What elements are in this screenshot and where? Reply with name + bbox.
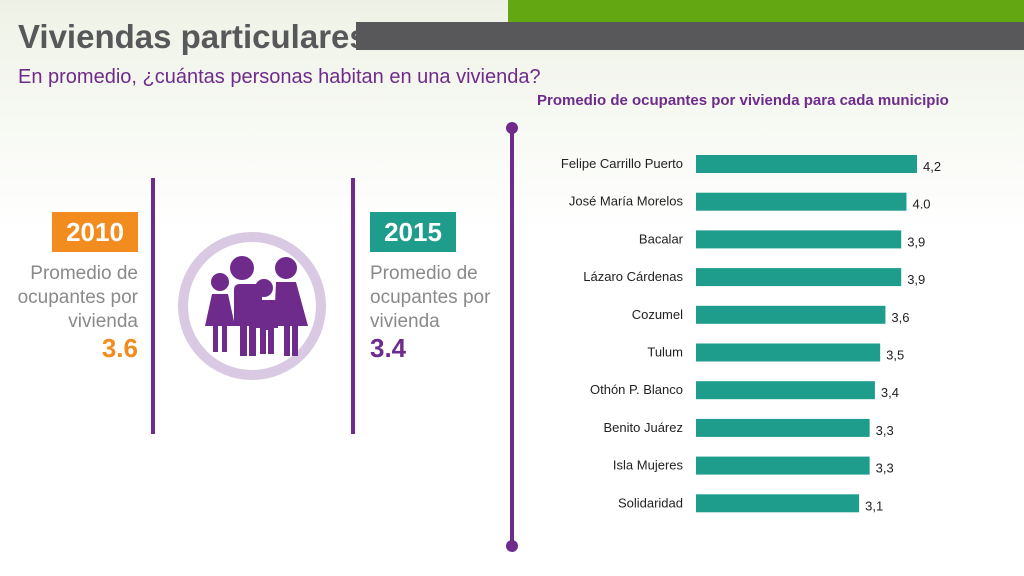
top-accent-bar xyxy=(508,0,1024,22)
category-label: José María Morelos xyxy=(569,194,684,209)
value-label: 3,9 xyxy=(907,234,925,249)
timeline-dot-top xyxy=(506,122,518,134)
category-label: Lázaro Cárdenas xyxy=(583,269,683,284)
value-label: 3,6 xyxy=(891,310,909,325)
timeline-dot-bottom xyxy=(506,540,518,552)
category-label: Othón P. Blanco xyxy=(590,382,683,397)
page-subtitle: En promedio, ¿cuántas personas habitan e… xyxy=(18,66,541,88)
desc-2010: Promedio de ocupantes por vivienda xyxy=(17,263,138,332)
bar xyxy=(696,268,902,287)
divider-right xyxy=(351,178,355,434)
bar xyxy=(696,155,917,173)
value-label: 3,9 xyxy=(907,272,925,287)
value-label: 4,2 xyxy=(923,159,941,174)
bar xyxy=(696,192,907,211)
title-bar xyxy=(356,22,1024,50)
divider-left xyxy=(151,178,155,434)
year-2010-badge: 2010 xyxy=(52,212,138,252)
bar xyxy=(696,343,881,362)
bar xyxy=(696,381,875,400)
bar xyxy=(696,305,886,324)
family-icon-circle xyxy=(178,232,326,380)
category-label: Cozumel xyxy=(632,307,683,322)
desc-2015: Promedio de ocupantes por vivienda xyxy=(370,263,491,332)
year-2015-badge: 2015 xyxy=(370,212,456,252)
value-label: 3,3 xyxy=(876,461,894,476)
category-label: Tulum xyxy=(647,345,683,360)
category-label: Felipe Carrillo Puerto xyxy=(561,156,683,171)
page-title: Viviendas particulares xyxy=(18,18,368,55)
value-label: 3,5 xyxy=(886,348,904,363)
value-2010: 3.6 xyxy=(101,333,138,363)
value-label: 3,3 xyxy=(876,423,894,438)
category-label: Isla Mujeres xyxy=(613,458,684,473)
value-label: 3,1 xyxy=(865,498,883,513)
value-label: 4.0 xyxy=(912,197,930,212)
category-label: Solidaridad xyxy=(618,495,683,510)
value-2015: 3.4 xyxy=(370,333,407,363)
value-label: 3,4 xyxy=(881,385,899,400)
family-icon xyxy=(205,256,308,356)
bar xyxy=(696,418,870,437)
category-label: Bacalar xyxy=(639,231,684,246)
chart-title: Promedio de ocupantes por vivienda para … xyxy=(537,92,949,109)
bar xyxy=(696,230,902,249)
category-label: Benito Juárez xyxy=(604,420,684,435)
bar xyxy=(696,456,870,475)
bar xyxy=(696,494,860,513)
